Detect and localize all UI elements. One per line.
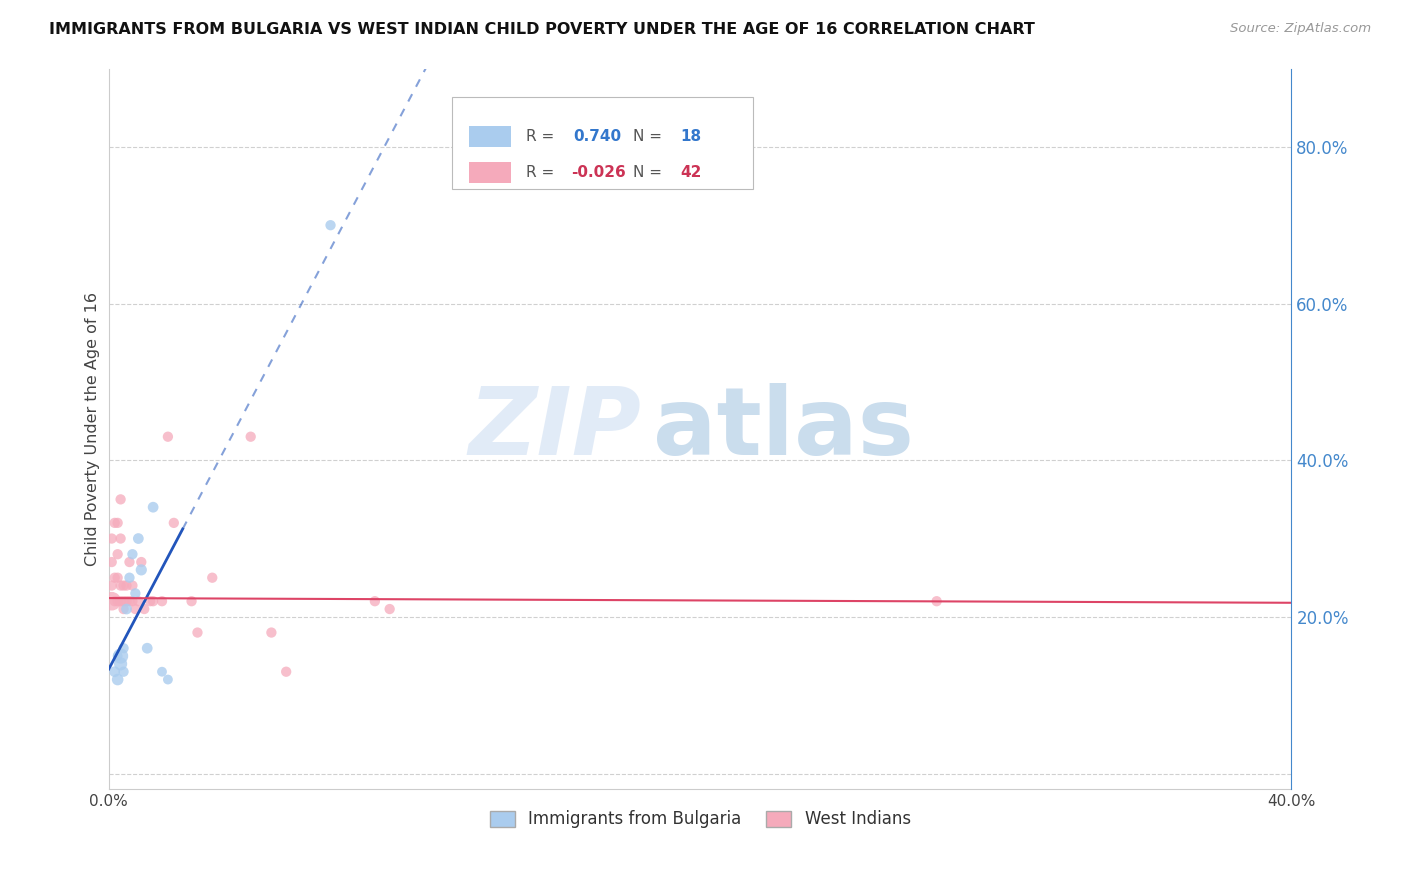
Point — [104, 516, 127, 530]
Point — [100, 594, 122, 608]
Text: atlas: atlas — [652, 383, 914, 475]
Text: R =: R = — [526, 165, 560, 180]
FancyBboxPatch shape — [470, 161, 510, 184]
Point — [104, 665, 127, 679]
Text: R =: R = — [526, 129, 560, 144]
Point — [115, 578, 138, 592]
Point — [107, 673, 129, 687]
Point — [110, 648, 132, 663]
Text: N =: N = — [633, 165, 666, 180]
Point — [104, 594, 127, 608]
Point — [156, 430, 179, 444]
Point — [127, 532, 149, 546]
Point — [150, 665, 173, 679]
Point — [121, 594, 143, 608]
Point — [142, 594, 165, 608]
Point — [142, 500, 165, 515]
Point — [201, 571, 224, 585]
Point — [127, 594, 149, 608]
Point — [186, 625, 208, 640]
Point — [100, 578, 122, 592]
Point — [378, 602, 401, 616]
Text: 42: 42 — [681, 165, 702, 180]
Point — [110, 594, 132, 608]
Point — [115, 594, 138, 608]
Point — [180, 594, 202, 608]
Point — [129, 563, 152, 577]
Point — [364, 594, 387, 608]
Point — [118, 555, 141, 569]
Point — [925, 594, 948, 608]
Point — [260, 625, 283, 640]
Text: 0.740: 0.740 — [574, 129, 621, 144]
Point — [139, 594, 162, 608]
Point — [150, 594, 173, 608]
Point — [112, 665, 135, 679]
Point — [319, 218, 342, 232]
Point — [110, 657, 132, 671]
Point — [124, 586, 146, 600]
Text: Source: ZipAtlas.com: Source: ZipAtlas.com — [1230, 22, 1371, 36]
Point — [100, 532, 122, 546]
Point — [239, 430, 262, 444]
Point — [112, 594, 135, 608]
Point — [104, 571, 127, 585]
Point — [134, 602, 156, 616]
Point — [129, 555, 152, 569]
FancyBboxPatch shape — [470, 126, 510, 147]
Point — [107, 571, 129, 585]
Point — [112, 602, 135, 616]
Text: ZIP: ZIP — [468, 383, 641, 475]
Point — [115, 602, 138, 616]
Point — [118, 571, 141, 585]
Text: -0.026: -0.026 — [571, 165, 626, 180]
Point — [107, 547, 129, 561]
Point — [118, 594, 141, 608]
Point — [110, 532, 132, 546]
Y-axis label: Child Poverty Under the Age of 16: Child Poverty Under the Age of 16 — [86, 292, 100, 566]
Point — [156, 673, 179, 687]
Point — [124, 602, 146, 616]
Point — [110, 492, 132, 507]
Point — [100, 555, 122, 569]
Text: N =: N = — [633, 129, 666, 144]
Point — [136, 641, 159, 656]
Point — [107, 594, 129, 608]
Point — [107, 516, 129, 530]
FancyBboxPatch shape — [451, 96, 754, 189]
Text: 18: 18 — [681, 129, 702, 144]
Point — [110, 578, 132, 592]
Text: IMMIGRANTS FROM BULGARIA VS WEST INDIAN CHILD POVERTY UNDER THE AGE OF 16 CORREL: IMMIGRANTS FROM BULGARIA VS WEST INDIAN … — [49, 22, 1035, 37]
Point — [107, 648, 129, 663]
Point — [112, 641, 135, 656]
Point — [121, 547, 143, 561]
Point — [276, 665, 298, 679]
Point — [163, 516, 186, 530]
Point — [112, 578, 135, 592]
Legend: Immigrants from Bulgaria, West Indians: Immigrants from Bulgaria, West Indians — [482, 804, 917, 835]
Point — [121, 578, 143, 592]
